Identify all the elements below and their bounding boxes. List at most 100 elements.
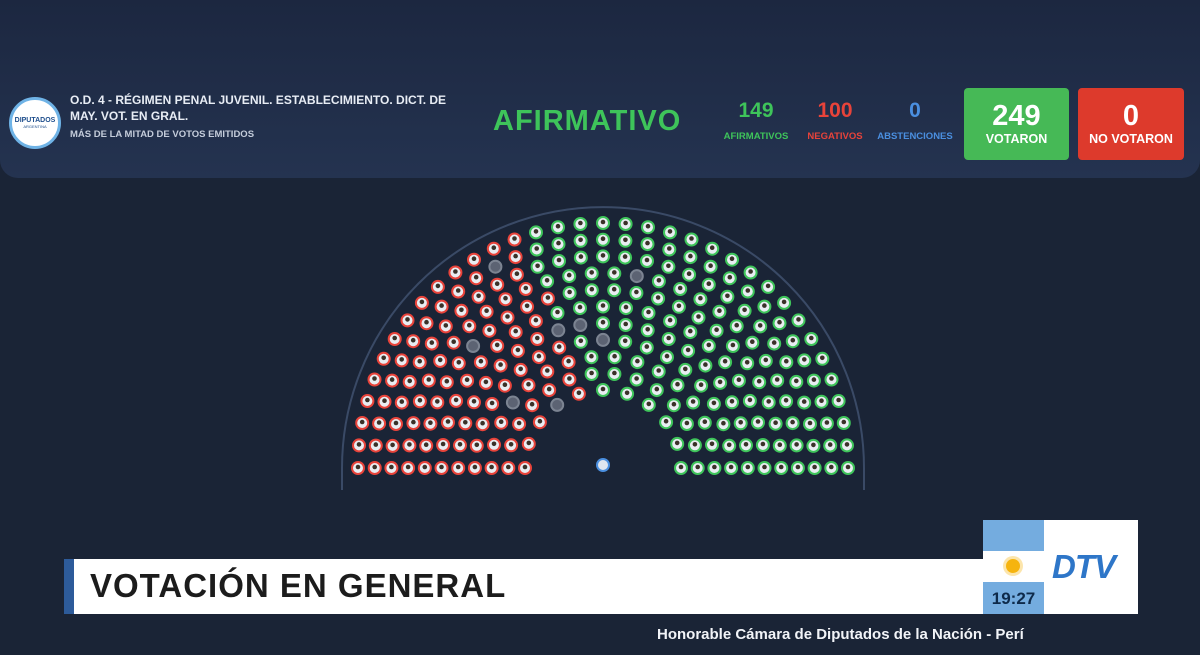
deputy-photo-icon (811, 442, 816, 448)
deputy-photo-icon (690, 399, 696, 404)
deputy-photo-icon (743, 442, 749, 447)
deputy-photo-icon (777, 442, 783, 448)
deputy-photo-icon (359, 419, 365, 425)
deputy-photo-icon (674, 440, 680, 446)
deputy-photo-icon (784, 358, 789, 364)
deputy-photo-icon (505, 314, 510, 319)
deputy-photo-icon (567, 289, 572, 295)
deputy-photo-icon (777, 319, 782, 325)
deputy-photo-icon (771, 340, 777, 345)
deputy-photo-icon (457, 442, 463, 447)
deputy-photo-icon (760, 441, 766, 447)
deputy-photo-icon (382, 398, 387, 403)
abstenciones-count: 0 ABSTENCIONES (873, 99, 957, 142)
deputy-photo-icon (709, 441, 715, 447)
deputy-photo-icon (514, 271, 520, 276)
deputy-photo-icon (513, 328, 518, 334)
deputy-photo-icon (545, 368, 550, 373)
deputy-photo-icon (729, 256, 735, 261)
deputy-photo-icon (762, 464, 767, 470)
deputy-photo-icon (373, 442, 379, 447)
deputy-photo-icon (783, 398, 789, 403)
deputy-photo-icon (774, 377, 780, 382)
deputy-photo-icon (801, 399, 807, 404)
deputy-photo-icon (356, 442, 362, 447)
deputy-photo-icon (634, 289, 639, 295)
deputy-photo-icon (765, 283, 771, 289)
deputy-photo-icon (745, 464, 751, 470)
deputy-photo-icon (435, 399, 440, 404)
deputy-photo-icon (807, 420, 813, 426)
hemicycle-outline (341, 206, 865, 490)
deputy-photo-icon (726, 442, 732, 448)
deputy-photo-icon (676, 303, 682, 309)
deputy-photo-icon (489, 400, 495, 406)
deputy-photo-icon (727, 274, 733, 280)
deputy-photo-icon (623, 321, 628, 327)
deputy-photo-icon (526, 381, 531, 387)
deputy-photo-icon (390, 442, 395, 448)
deputy-photo-icon (417, 358, 423, 364)
deputy-photo-icon (646, 309, 651, 315)
seat-sin_voto (573, 318, 588, 332)
deputy-photo-icon (664, 353, 670, 359)
deputy-photo-icon (459, 307, 464, 313)
deputy-photo-icon (578, 220, 583, 226)
deputy-photo-icon (424, 319, 429, 325)
deputy-photo-icon (411, 419, 416, 425)
abstenciones-label: ABSTENCIONES (877, 131, 953, 142)
deputy-photo-icon (728, 464, 734, 470)
deputy-photo-icon (483, 379, 489, 385)
deputy-photo-icon (422, 464, 428, 470)
deputy-photo-icon (750, 339, 755, 344)
deputy-photo-icon (796, 317, 801, 322)
deputy-photo-icon (794, 378, 799, 384)
deputy-photo-icon (392, 335, 398, 341)
hemicycle-seat-chart (341, 206, 865, 490)
deputy-photo-icon (453, 397, 459, 403)
deputy-photo-icon (589, 270, 594, 275)
deputy-photo-icon (474, 442, 480, 448)
no-votaron-value: 0 (1122, 100, 1140, 132)
deputy-photo-icon (790, 337, 796, 343)
deputy-photo-icon (600, 303, 606, 308)
deputy-photo-icon (811, 377, 817, 382)
deputy-photo-icon (695, 464, 700, 470)
deputy-photo-icon (437, 357, 443, 363)
no-votaron-box: 0 NO VOTARON (1078, 88, 1184, 160)
deputy-photo-icon (491, 441, 497, 447)
deputy-photo-icon (645, 240, 650, 246)
deputy-photo-icon (534, 246, 539, 251)
deputy-photo-icon (503, 295, 508, 301)
deputy-photo-icon (827, 442, 833, 447)
deputy-photo-icon (589, 370, 594, 376)
deputy-photo-icon (729, 399, 735, 404)
deputy-photo-icon (744, 360, 750, 365)
deputy-photo-icon (656, 278, 662, 283)
deputy-photo-icon (464, 377, 470, 382)
deputy-photo-icon (456, 360, 462, 365)
deputy-photo-icon (666, 335, 671, 341)
deputy-photo-icon (502, 382, 508, 387)
deputy-photo-icon (443, 323, 449, 328)
deputy-photo-icon (512, 236, 517, 241)
logo-subtext: ARGENTINA (23, 124, 47, 129)
deputy-photo-icon (745, 288, 751, 293)
deputy-photo-icon (494, 281, 500, 286)
deputy-photo-icon (684, 420, 690, 426)
deputy-photo-icon (589, 353, 594, 359)
deputy-photo-icon (600, 386, 606, 392)
deputy-photo-icon (714, 327, 719, 332)
deputy-photo-icon (522, 464, 528, 470)
deputy-photo-icon (845, 464, 851, 470)
deputy-photo-icon (372, 464, 378, 470)
deputy-photo-icon (612, 270, 617, 275)
deputy-photo-icon (689, 236, 694, 241)
abstenciones-value: 0 (909, 99, 921, 122)
deputy-photo-icon (644, 257, 650, 263)
deputy-photo-icon (429, 340, 435, 345)
deputy-photo-icon (578, 237, 583, 243)
deputy-photo-icon (819, 398, 824, 403)
deputy-photo-icon (747, 397, 753, 403)
deputy-photo-icon (755, 419, 761, 424)
